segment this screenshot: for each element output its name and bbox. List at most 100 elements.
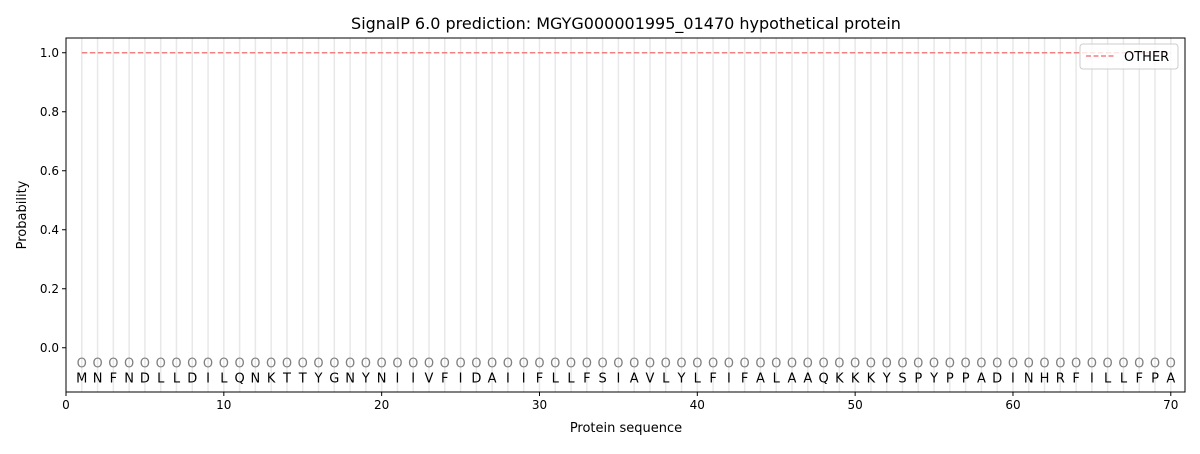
region-label-mark: O — [1103, 357, 1113, 372]
residue-label: H — [1040, 371, 1050, 386]
region-label-mark: O — [282, 357, 292, 372]
residue-label: L — [157, 371, 165, 386]
x-tick-label: 10 — [216, 398, 231, 412]
x-tick-label: 70 — [1163, 398, 1178, 412]
residue-label: A — [630, 371, 639, 386]
region-label-mark: O — [140, 357, 150, 372]
region-label-mark: O — [298, 357, 308, 372]
residue-label: A — [788, 371, 797, 386]
y-axis-label: Probability — [15, 180, 30, 249]
region-label-mark: O — [377, 357, 387, 372]
residue-label: L — [567, 371, 575, 386]
region-label-mark: O — [897, 357, 907, 372]
x-tick-label: 0 — [62, 398, 70, 412]
region-label-mark: O — [187, 357, 197, 372]
region-label-mark: O — [203, 357, 213, 372]
residue-label: I — [1090, 371, 1094, 386]
residue-label: I — [727, 371, 731, 386]
y-tick-label: 0.6 — [40, 164, 59, 178]
residue-label: L — [1104, 371, 1112, 386]
region-label-mark: O — [1071, 357, 1081, 372]
region-label-mark: O — [582, 357, 592, 372]
region-label-mark: O — [171, 357, 181, 372]
region-label-mark: O — [976, 357, 986, 372]
residue-label: L — [1120, 371, 1128, 386]
region-label-mark: O — [613, 357, 623, 372]
residue-label: I — [1011, 371, 1015, 386]
residue-label: T — [298, 371, 307, 386]
region-label-mark: O — [992, 357, 1002, 372]
x-tick-label: 40 — [690, 398, 705, 412]
residue-label: A — [1166, 371, 1175, 386]
region-label-mark: O — [156, 357, 166, 372]
region-label-mark: O — [645, 357, 655, 372]
residue-label: P — [1151, 371, 1159, 386]
residue-label: T — [282, 371, 291, 386]
residue-label: P — [962, 371, 970, 386]
residue-label: G — [329, 371, 339, 386]
residue-label: F — [110, 371, 117, 386]
legend-box — [1079, 43, 1179, 70]
region-label-mark: O — [708, 357, 718, 372]
residue-label: N — [251, 371, 261, 386]
region-label-mark: O — [1008, 357, 1018, 372]
residue-label: A — [803, 371, 812, 386]
region-label-mark: O — [219, 357, 229, 372]
residue-label: Y — [882, 371, 891, 386]
y-tick-label: 0.8 — [40, 105, 59, 119]
chart-title: SignalP 6.0 prediction: MGYG000001995_01… — [351, 14, 901, 34]
residue-label: F — [709, 371, 716, 386]
region-label-mark: O — [455, 357, 465, 372]
residue-label: I — [616, 371, 620, 386]
region-label-mark: O — [440, 357, 450, 372]
region-label-mark: O — [234, 357, 244, 372]
region-label-mark: O — [676, 357, 686, 372]
region-label-mark: O — [519, 357, 529, 372]
residue-label: Y — [314, 371, 323, 386]
y-tick-label: 1.0 — [40, 46, 59, 60]
residue-label: F — [741, 371, 748, 386]
residue-label: N — [93, 371, 103, 386]
residue-label: L — [552, 371, 560, 386]
region-label-mark: O — [534, 357, 544, 372]
residue-label: F — [441, 371, 448, 386]
residue-label: D — [187, 371, 197, 386]
residue-label: K — [867, 371, 876, 386]
residue-label: S — [598, 371, 606, 386]
region-label-mark: O — [961, 357, 971, 372]
legend: OTHER — [1079, 43, 1179, 70]
region-label-mark: O — [945, 357, 955, 372]
residue-label: L — [220, 371, 228, 386]
residue-label: I — [396, 371, 400, 386]
region-label-mark: O — [850, 357, 860, 372]
x-axis-label: Protein sequence — [570, 421, 682, 436]
residue-label: K — [267, 371, 276, 386]
region-label-mark: O — [92, 357, 102, 372]
region-label-mark: O — [740, 357, 750, 372]
residue-label: L — [173, 371, 181, 386]
residue-label: N — [345, 371, 355, 386]
region-label-mark: O — [424, 357, 434, 372]
legend-label-other: OTHER — [1124, 50, 1169, 65]
residue-label: F — [1135, 371, 1142, 386]
residue-label: Q — [818, 371, 828, 386]
region-label-mark: O — [661, 357, 671, 372]
residue-label: A — [977, 371, 986, 386]
plot-frame — [65, 37, 1186, 393]
region-label-mark: O — [313, 357, 323, 372]
region-label-mark: O — [882, 357, 892, 372]
region-label-mark: O — [724, 357, 734, 372]
region-label-mark: O — [1055, 357, 1065, 372]
residue-label: D — [471, 371, 481, 386]
region-label-mark: O — [1150, 357, 1160, 372]
residue-label: P — [914, 371, 922, 386]
region-label-mark: O — [597, 357, 607, 372]
residue-label: N — [124, 371, 134, 386]
residue-label: N — [377, 371, 387, 386]
region-label-mark: O — [124, 357, 134, 372]
region-label-mark: O — [1087, 357, 1097, 372]
residue-label: K — [851, 371, 860, 386]
region-label-mark: O — [345, 357, 355, 372]
region-label-mark: O — [629, 357, 639, 372]
